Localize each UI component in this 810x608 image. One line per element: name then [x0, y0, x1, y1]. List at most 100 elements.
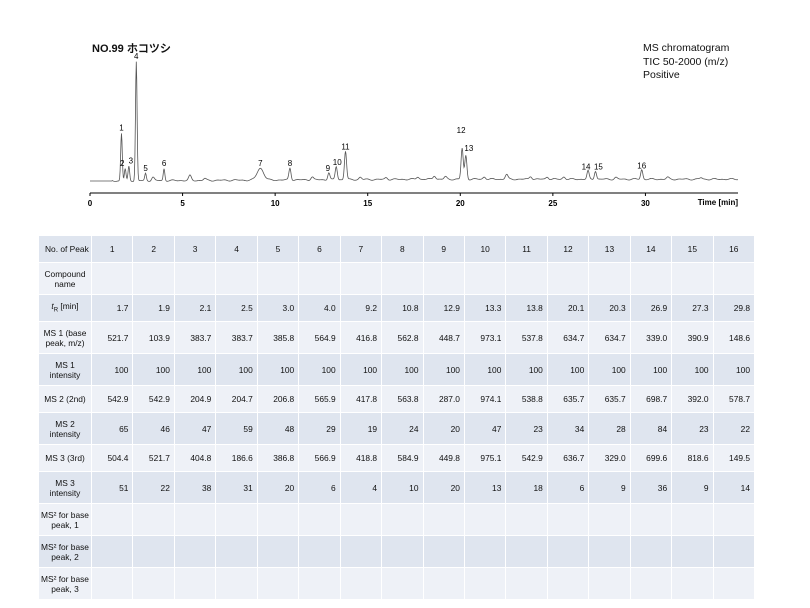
table-cell: 20	[422, 471, 465, 504]
table-cell	[629, 503, 673, 536]
peak-label: 3	[129, 157, 134, 166]
peak-number-cell: 5	[256, 235, 300, 263]
table-cell	[339, 567, 383, 600]
peak-number-cell: 7	[339, 235, 383, 263]
table-cell: 385.8	[256, 321, 300, 354]
table-cell: 47	[173, 412, 217, 445]
table-row: MS² for base peak, 2	[38, 535, 756, 568]
table-cell: 206.8	[256, 385, 300, 413]
peak-number-cell: 12	[546, 235, 590, 263]
table-cell	[381, 567, 424, 600]
table-cell	[546, 262, 590, 295]
table-cell: 634.7	[588, 321, 631, 354]
table-cell	[422, 503, 465, 536]
table-cell	[256, 535, 300, 568]
table-cell: 3.0	[256, 294, 300, 322]
table-row: MS 1 (base peak, m/z) 521.7 103.9 383.7 383.…	[38, 321, 756, 354]
table-cell	[422, 262, 465, 295]
row-header-cell: MS 1 intensity	[38, 353, 92, 386]
row-header-cell: MS 2 intensity	[38, 412, 92, 445]
table-cell: 148.6	[712, 321, 756, 354]
table-cell: 26.9	[629, 294, 673, 322]
table-cell: 973.1	[463, 321, 507, 354]
chromatogram-info: MS chromatogram TIC 50-2000 (m/z) Positi…	[643, 42, 729, 83]
table-cell	[671, 503, 714, 536]
table-cell: 2.5	[215, 294, 258, 322]
table-cell: 329.0	[588, 444, 631, 472]
table-cell: 9.2	[339, 294, 383, 322]
table-cell: 521.7	[90, 321, 134, 354]
table-cell	[505, 262, 548, 295]
peak-number-cell: 13	[588, 235, 631, 263]
peak-label: 12	[457, 126, 466, 135]
table-cell: 59	[215, 412, 258, 445]
table-cell	[173, 535, 217, 568]
table-cell: 20.3	[588, 294, 631, 322]
table-cell: 6	[546, 471, 590, 504]
table-cell	[671, 535, 714, 568]
table-cell: 634.7	[546, 321, 590, 354]
table-cell: 392.0	[671, 385, 714, 413]
table-cell	[173, 567, 217, 600]
table-row: MS 3 (3rd) 504.4 521.7 404.8 186.6 386.8 566.9…	[38, 444, 756, 472]
table-cell: 9	[671, 471, 714, 504]
table-cell	[215, 262, 258, 295]
peak-label: 2	[120, 159, 125, 168]
peak-label: 13	[464, 144, 473, 153]
x-tick-label: 25	[548, 199, 557, 208]
table-cell: 542.9	[132, 385, 175, 413]
peak-label: 14	[582, 163, 591, 172]
table-cell: 14	[712, 471, 756, 504]
table-cell	[588, 503, 631, 536]
table-cell: 20	[256, 471, 300, 504]
table-cell: 23	[505, 412, 548, 445]
table-cell: 31	[215, 471, 258, 504]
table-cell: 565.9	[298, 385, 341, 413]
table-row: MS 2 intensity 65 46 47 59 48 29 19 24 20 47 23 34 28…	[38, 412, 756, 445]
table-cell: 20	[422, 412, 465, 445]
table-cell: 24	[381, 412, 424, 445]
table-cell	[671, 262, 714, 295]
table-cell	[629, 567, 673, 600]
table-row: Compound name	[38, 262, 756, 295]
table-cell	[298, 567, 341, 600]
peak-label: 9	[326, 164, 331, 173]
table-cell	[339, 503, 383, 536]
table-cell	[132, 262, 175, 295]
table-cell: 28	[588, 412, 631, 445]
table-cell: 84	[629, 412, 673, 445]
table-cell	[381, 535, 424, 568]
table-cell: 20.1	[546, 294, 590, 322]
row-header-cell: MS 3 (3rd)	[38, 444, 92, 472]
row-header-cell: MS 2 (2nd)	[38, 385, 92, 413]
peak-number-cell: 6	[298, 235, 341, 263]
table-cell: 204.7	[215, 385, 258, 413]
peak-label: 4	[134, 52, 139, 61]
table-cell: 2.1	[173, 294, 217, 322]
table-cell: 100	[505, 353, 548, 386]
table-cell: 636.7	[546, 444, 590, 472]
peak-number-cell: 8	[381, 235, 424, 263]
table-cell: 584.9	[381, 444, 424, 472]
peak-label: 15	[594, 163, 603, 172]
table-cell	[173, 262, 217, 295]
table-cell: 10.8	[381, 294, 424, 322]
table-cell: 504.4	[90, 444, 134, 472]
table-cell: 448.7	[422, 321, 465, 354]
table-cell: 10	[381, 471, 424, 504]
table-cell: 975.1	[463, 444, 507, 472]
x-tick-label: 30	[641, 199, 650, 208]
table-cell: 22	[132, 471, 175, 504]
table-cell	[588, 262, 631, 295]
table-cell	[463, 262, 507, 295]
table-cell	[505, 567, 548, 600]
table-cell	[173, 503, 217, 536]
table-cell: 287.0	[422, 385, 465, 413]
table-cell	[256, 503, 300, 536]
table-cell: 416.8	[339, 321, 383, 354]
peak-label: 7	[258, 159, 263, 168]
table-cell: 698.7	[629, 385, 673, 413]
table-cell: 4.0	[298, 294, 341, 322]
table-cell: 635.7	[546, 385, 590, 413]
peak-label: 1	[119, 123, 124, 132]
